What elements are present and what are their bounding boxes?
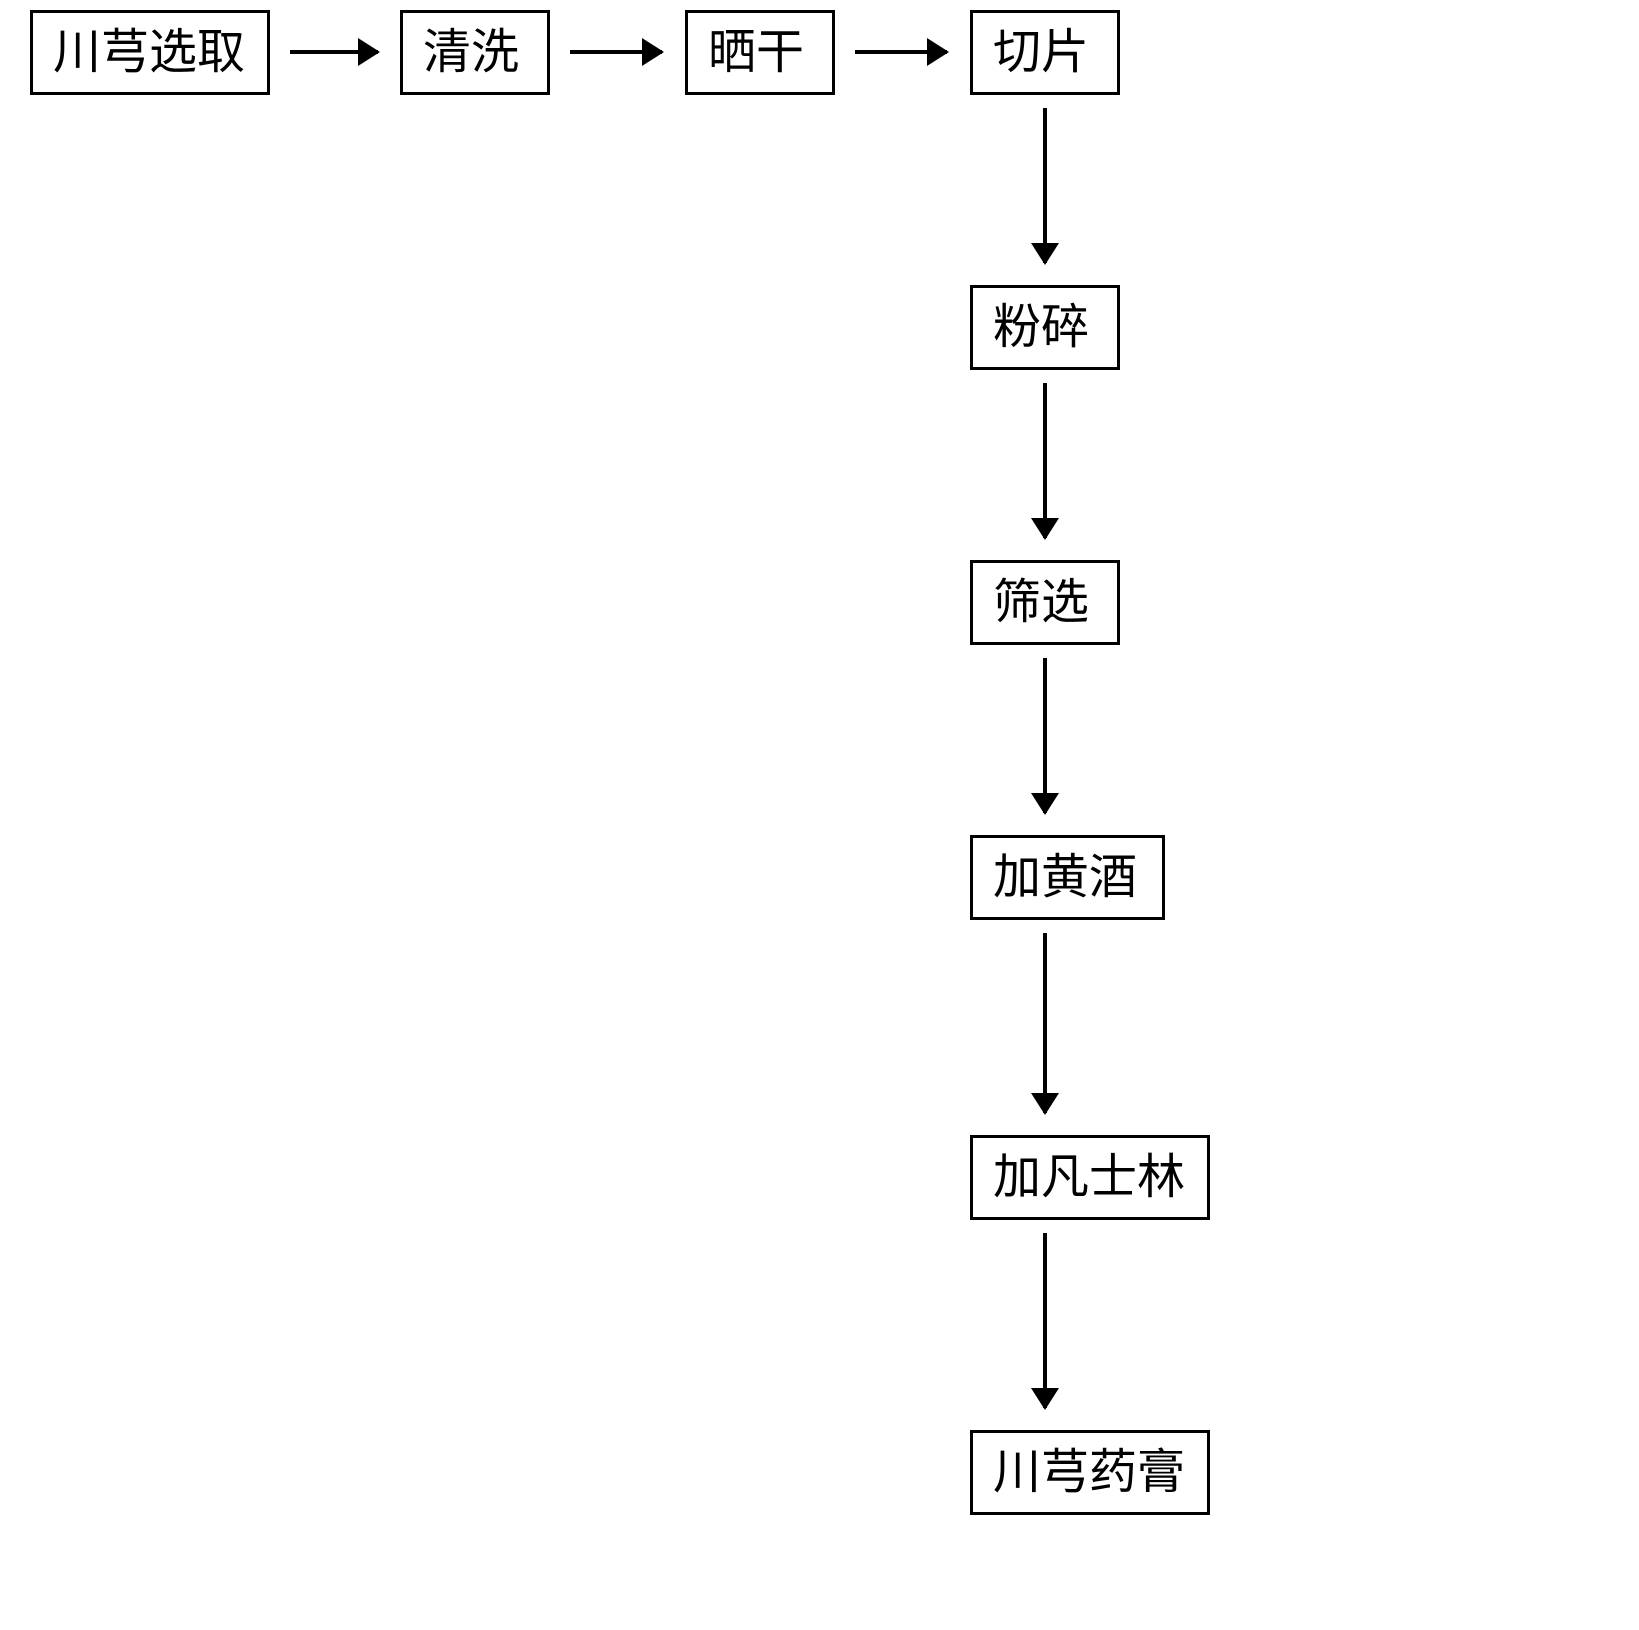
flowchart-node: 加凡士林 xyxy=(970,1135,1210,1220)
flowchart-arrow xyxy=(1043,108,1047,263)
flowchart-node: 筛选 xyxy=(970,560,1120,645)
flowchart-node: 加黄酒 xyxy=(970,835,1165,920)
node-label: 川芎药膏 xyxy=(993,1444,1185,1502)
node-label: 粉碎 xyxy=(993,299,1089,357)
flowchart-node: 川芎选取 xyxy=(30,10,270,95)
flowchart-arrow xyxy=(1043,933,1047,1113)
flowchart-arrow xyxy=(1043,383,1047,538)
flowchart-arrow xyxy=(290,50,378,54)
flowchart-node: 川芎药膏 xyxy=(970,1430,1210,1515)
flowchart-node: 粉碎 xyxy=(970,285,1120,370)
flowchart-node: 清洗 xyxy=(400,10,550,95)
node-label: 加黄酒 xyxy=(993,849,1137,907)
flowchart-arrow xyxy=(570,50,662,54)
node-label: 川芎选取 xyxy=(53,24,245,82)
flowchart-node: 切片 xyxy=(970,10,1120,95)
node-label: 切片 xyxy=(993,24,1089,82)
node-label: 筛选 xyxy=(993,574,1089,632)
node-label: 清洗 xyxy=(423,24,519,82)
flowchart-node: 晒干 xyxy=(685,10,835,95)
flowchart-arrow xyxy=(855,50,947,54)
flowchart-container: 川芎选取 清洗 晒干 切片 粉碎 筛选 加黄酒 加凡士林 川芎药膏 xyxy=(0,0,1639,1630)
flowchart-arrow xyxy=(1043,658,1047,813)
node-label: 晒干 xyxy=(708,24,804,82)
flowchart-arrow xyxy=(1043,1233,1047,1408)
node-label: 加凡士林 xyxy=(993,1149,1185,1207)
